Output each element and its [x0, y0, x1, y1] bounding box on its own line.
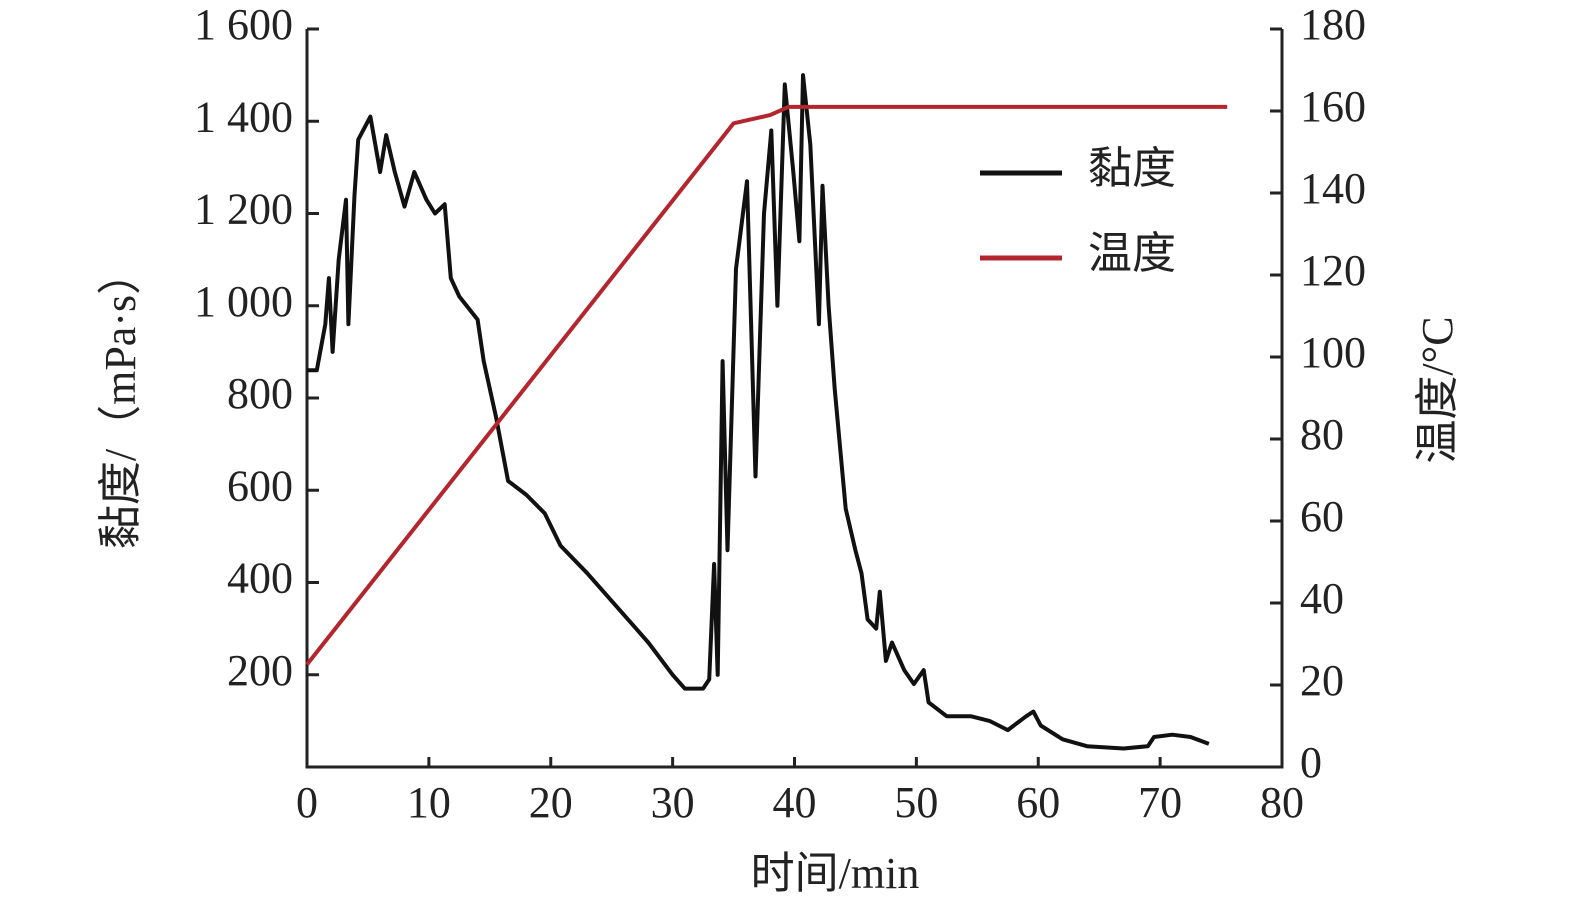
y2-axis-label: 温度/°C	[1413, 316, 1462, 463]
x-tick-label: 70	[1138, 778, 1182, 827]
y-tick-label: 1 000	[194, 277, 293, 326]
x-axis-label: 时间/min	[751, 849, 920, 898]
y2-tick-label: 0	[1300, 738, 1322, 787]
y2-tick-label: 60	[1300, 492, 1344, 541]
y-tick-label: 1 600	[194, 0, 293, 49]
x-tick-label: 60	[1016, 778, 1060, 827]
y-tick-label: 1 400	[194, 92, 293, 141]
y-tick-label: 200	[227, 646, 293, 695]
y-tick-label: 800	[227, 369, 293, 418]
x-tick-label: 30	[651, 778, 695, 827]
x-tick-label: 50	[894, 778, 938, 827]
y-tick-label: 1 200	[194, 185, 293, 234]
y2-tick-label: 40	[1300, 574, 1344, 623]
x-tick-label: 20	[529, 778, 573, 827]
y-axis-label: 黏度/（mPa·s）	[96, 251, 145, 549]
y2-tick-label: 120	[1300, 246, 1366, 295]
y2-tick-label: 180	[1300, 0, 1366, 49]
legend-label: 温度	[1088, 229, 1176, 278]
y2-tick-label: 20	[1300, 656, 1344, 705]
series-line	[307, 73, 1210, 751]
axes	[305, 29, 1284, 769]
y-tick-label: 400	[227, 554, 293, 603]
y2-tick-label: 140	[1300, 164, 1366, 213]
y2-tick-label: 80	[1300, 410, 1344, 459]
y2-tick-label: 160	[1300, 82, 1366, 131]
legend-label: 黏度	[1088, 144, 1176, 193]
x-tick-label: 80	[1260, 778, 1304, 827]
y-tick-label: 600	[227, 461, 293, 510]
series-line	[305, 104, 1228, 666]
y2-tick-label: 100	[1300, 328, 1366, 377]
x-tick-label: 0	[296, 778, 318, 827]
x-tick-label: 40	[773, 778, 817, 827]
x-tick-label: 10	[407, 778, 451, 827]
